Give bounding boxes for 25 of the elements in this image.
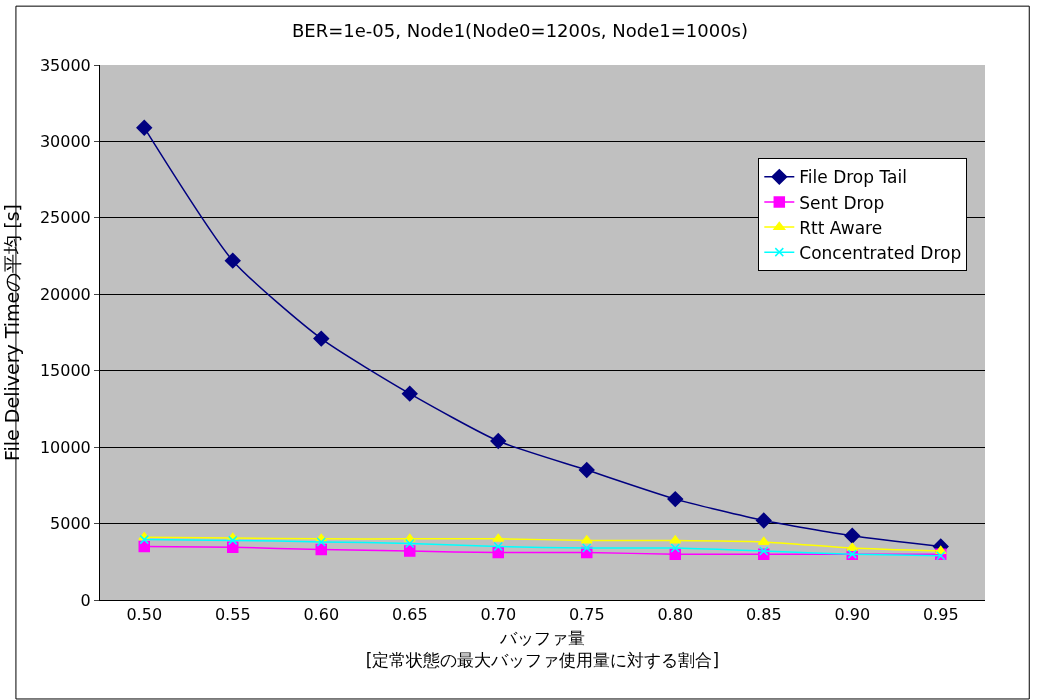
x-tick-label: 0.65	[391, 605, 428, 625]
x-tick-label: 0.50	[126, 605, 163, 625]
y-tick-label: 5000	[50, 514, 91, 534]
legend-label: Concentrated Drop	[799, 242, 962, 263]
y-tick-label: 0	[80, 590, 91, 610]
legend-label: Sent Drop	[799, 192, 885, 213]
chart-title: BER=1e-05, Node1(Node0=1200s, Node1=1000s)	[292, 20, 748, 42]
x-tick-label: 0.75	[568, 605, 605, 625]
x-tick-label: 0.85	[745, 605, 782, 625]
y-tick-label: 35000	[39, 55, 91, 75]
y-tick-label: 25000	[39, 208, 91, 228]
y-tick-label: 20000	[39, 284, 91, 304]
x-tick-label: 0.95	[922, 605, 959, 625]
x-tick-label: 0.60	[303, 605, 340, 625]
x-tick-label: 0.70	[480, 605, 517, 625]
y-tick-label: 30000	[39, 132, 91, 152]
x-tick-label: 0.90	[834, 605, 871, 625]
legend-label: Rtt Aware	[799, 217, 883, 238]
y-axis-title: File Delivery Timeの平均 [s]	[0, 203, 23, 462]
y-tick-label: 15000	[39, 361, 91, 381]
y-tick-label: 10000	[39, 437, 91, 457]
legend-label: File Drop Tail	[799, 167, 907, 188]
x-axis-title: バッファ量 [定常状態の最大バッファ使用量に対する割合]	[365, 627, 720, 670]
x-tick-label: 0.80	[657, 605, 694, 625]
x-tick-label: 0.55	[214, 605, 251, 625]
